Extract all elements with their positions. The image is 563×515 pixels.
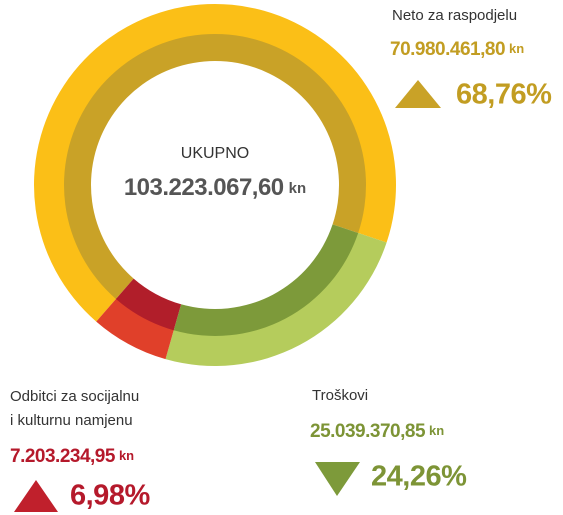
percent-label: 6,98% [70, 480, 150, 512]
donut [34, 4, 396, 367]
trend-up-icon [395, 80, 441, 108]
donut-segment [34, 4, 396, 322]
donut-segment [96, 298, 174, 360]
percent-label: 24,26% [371, 461, 467, 493]
legend-label: Neto za raspodjelu [392, 7, 517, 24]
legend-label: Troškovi [312, 387, 368, 404]
donut-segment [63, 34, 367, 299]
trend-down-icon [315, 462, 360, 496]
amount: 25.039.370,85 kn [310, 421, 444, 442]
center-amount: 103.223.067,60 kn [124, 174, 306, 201]
legend-label: i kulturnu namjenu [10, 412, 133, 429]
donut-segment [115, 278, 182, 331]
legend-label: Odbitci za socijalnu [10, 388, 139, 405]
donut-segment [165, 232, 387, 367]
amount: 7.203.234,95 kn [10, 446, 134, 467]
center-label: UKUPNO [181, 145, 249, 162]
donut-segment [173, 224, 359, 336]
amount: 70.980.461,80 kn [390, 39, 524, 60]
trend-up-icon [14, 480, 58, 512]
percent-label: 68,76% [456, 79, 552, 111]
